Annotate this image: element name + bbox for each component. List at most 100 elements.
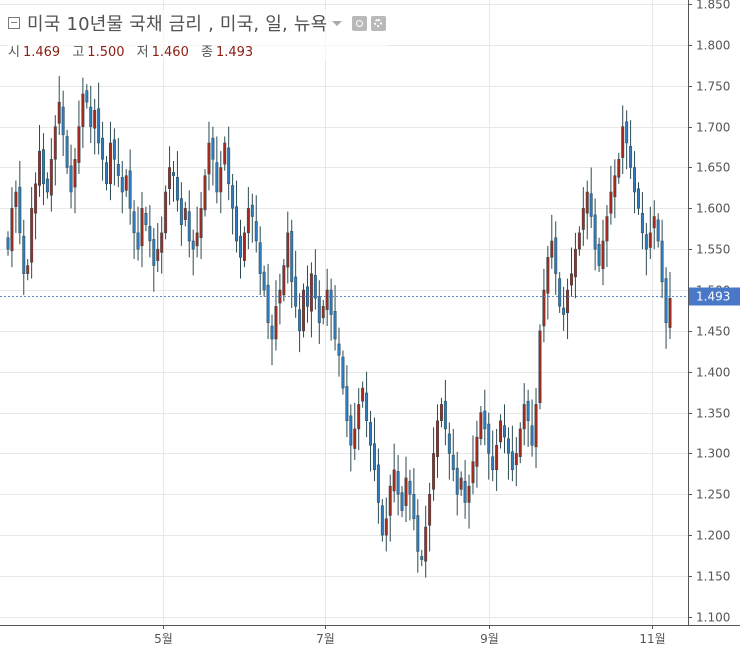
- chart-legend: 미국 10년물 국채 금리 , 미국, 일, 뉴욕 시 1.469 고 1.500 …: [8, 10, 387, 60]
- candle-body: [644, 234, 648, 250]
- candle: [22, 219, 26, 295]
- candle-body: [239, 235, 242, 258]
- candle: [81, 77, 85, 148]
- candle: [227, 126, 231, 201]
- candle-body: [128, 170, 132, 209]
- candle: [668, 272, 672, 340]
- grid: [0, 0, 688, 625]
- candle: [648, 206, 652, 259]
- candle: [644, 223, 648, 276]
- candle-body: [81, 93, 85, 127]
- candle: [219, 151, 223, 214]
- candle: [278, 273, 282, 325]
- candle-body: [93, 110, 97, 129]
- candle: [302, 283, 306, 338]
- candle: [372, 417, 376, 482]
- symbol-title[interactable]: 미국 10년물 국채 금리 , 미국, 일, 뉴욕: [27, 14, 328, 35]
- candle-body: [309, 273, 313, 312]
- dropdown-caret-icon[interactable]: [332, 20, 343, 26]
- candle-body: [85, 90, 89, 103]
- candle-body: [337, 343, 341, 356]
- gear-icon[interactable]: [371, 15, 387, 31]
- candle: [495, 428, 499, 492]
- y-tick-label: 1.800: [696, 39, 730, 53]
- candle: [416, 499, 420, 573]
- candle-body: [195, 232, 199, 247]
- candle-body: [573, 248, 577, 278]
- candle: [365, 371, 369, 438]
- candle-body: [447, 433, 451, 454]
- open-label: 시: [8, 45, 20, 60]
- collapse-icon[interactable]: [8, 17, 20, 29]
- candle-body: [424, 526, 428, 562]
- candle: [475, 420, 479, 488]
- candle-body: [640, 212, 644, 234]
- candle-body: [270, 325, 274, 340]
- candle: [483, 389, 487, 446]
- candle-body: [175, 177, 179, 201]
- candle: [656, 213, 660, 248]
- candle: [124, 169, 128, 197]
- candle: [191, 229, 195, 276]
- candle: [609, 165, 613, 225]
- candle: [10, 187, 14, 268]
- candle: [384, 497, 388, 552]
- candle: [664, 267, 668, 349]
- y-tick-label: 1.250: [696, 488, 730, 502]
- candle-body: [514, 453, 518, 466]
- candle: [538, 324, 542, 410]
- candle: [487, 412, 491, 480]
- candle-body: [581, 208, 585, 230]
- candle: [294, 250, 298, 318]
- candle: [420, 549, 424, 567]
- candle: [321, 299, 325, 325]
- candle: [175, 151, 179, 212]
- candle: [246, 187, 250, 250]
- candle-body: [282, 265, 286, 296]
- x-tick-label: 9월: [480, 632, 499, 646]
- candle: [38, 125, 41, 197]
- candle: [404, 456, 408, 523]
- candle-body: [164, 191, 168, 234]
- candle-body: [601, 240, 605, 270]
- candle-body: [376, 464, 380, 503]
- candle-body: [408, 480, 412, 495]
- candle-body: [6, 237, 10, 250]
- candle: [57, 75, 61, 135]
- candle: [195, 206, 199, 258]
- candle-body: [668, 297, 672, 328]
- candle-body: [325, 289, 329, 310]
- candle-body: [101, 137, 105, 160]
- candle: [542, 268, 546, 343]
- candle-body: [625, 121, 629, 144]
- candle: [258, 226, 262, 295]
- candle-body: [242, 232, 246, 261]
- candle: [546, 245, 550, 320]
- candle: [112, 128, 116, 186]
- candle-body: [522, 404, 526, 430]
- candle: [93, 98, 97, 155]
- candle: [530, 399, 534, 457]
- candle: [116, 138, 120, 188]
- candle: [392, 443, 396, 503]
- candle-body: [439, 404, 443, 422]
- eye-icon[interactable]: [352, 15, 368, 31]
- candle: [633, 151, 637, 214]
- candle: [617, 152, 621, 184]
- y-tick-label: 1.850: [696, 0, 730, 12]
- candle: [518, 422, 522, 464]
- candle-body: [503, 425, 506, 438]
- candle: [357, 388, 361, 451]
- candle-body: [112, 139, 116, 160]
- candle-body: [392, 469, 396, 492]
- candle-body: [633, 167, 637, 193]
- candle: [203, 169, 207, 217]
- candle-body: [65, 136, 69, 168]
- candle: [73, 147, 77, 214]
- candle-body: [506, 438, 510, 454]
- candle: [625, 110, 629, 170]
- candle: [97, 82, 101, 155]
- y-tick-label: 1.100: [696, 611, 730, 625]
